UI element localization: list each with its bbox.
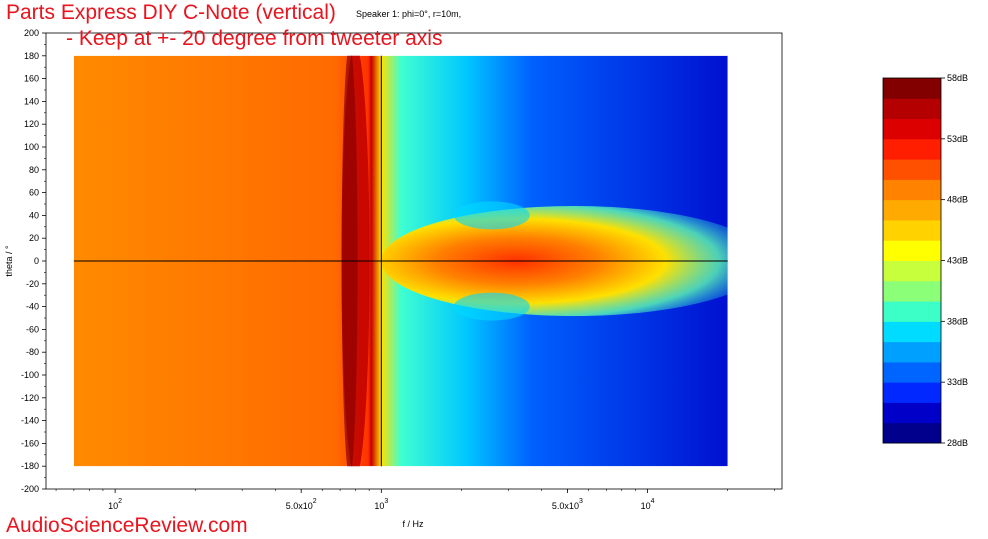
y-tick-label: 160: [24, 74, 39, 84]
y-tick-label: 140: [24, 96, 39, 106]
y-tick-label: 40: [29, 210, 39, 220]
colorbar-swatch: [883, 138, 941, 160]
colorbar-swatch: [883, 382, 941, 403]
x-tick-label: 104: [641, 498, 655, 511]
x-tick-label: 103: [374, 498, 388, 511]
x-tick-label: 102: [108, 498, 122, 511]
colorbar: 58dB 53dB 48dB 43dB 38dB 33dB 28dB: [882, 73, 968, 448]
x-axis-label: f / Hz: [402, 519, 424, 529]
colorbar-swatch: [883, 78, 941, 99]
y-tick-label: 60: [29, 188, 39, 198]
y-tick-label: 100: [24, 142, 39, 152]
x-axis: 102 5.0x102 103 5.0x103 104: [55, 489, 775, 511]
y-tick-label: 180: [24, 51, 39, 61]
y-tick-label: -100: [21, 370, 39, 380]
y-tick-label: 0: [34, 256, 39, 266]
y-tick-label: -140: [21, 416, 39, 426]
chart-title: Parts Express DIY C-Note (vertical): [6, 1, 336, 24]
x-tick-label: 5.0x103: [552, 498, 583, 511]
brand-watermark: AudioScienceReview.com: [6, 514, 248, 537]
y-tick-label: -120: [21, 393, 39, 403]
y-tick-label: -200: [21, 484, 39, 494]
colorbar-swatch: [883, 402, 941, 424]
colorbar-label: 43dB: [947, 256, 968, 266]
heatmap-offaxis-lobe: [453, 201, 530, 230]
chart-annotation: - Keep at +- 20 degree from tweeter axis: [66, 27, 443, 50]
y-tick-label: -60: [26, 324, 39, 334]
chart-subtitle: Speaker 1: phi=0°, r=10m,: [356, 9, 462, 19]
colorbar-swatch: [883, 159, 941, 180]
colorbar-swatch: [883, 361, 941, 383]
colorbar-label: 38dB: [947, 316, 968, 326]
y-tick-label: -160: [21, 438, 39, 448]
colorbar-swatch: [883, 280, 941, 302]
y-tick-label: 80: [29, 165, 39, 175]
colorbar-swatch: [883, 219, 941, 241]
colorbar-swatch: [883, 260, 941, 282]
colorbar-swatch: [883, 179, 941, 201]
y-tick-label: 20: [29, 233, 39, 243]
y-tick-label: 200: [24, 28, 39, 38]
crosshair: [73, 55, 728, 467]
colorbar-swatch: [883, 240, 941, 261]
colorbar-label: 58dB: [947, 73, 968, 83]
x-tick-label: 5.0x102: [286, 498, 317, 511]
colorbar-swatch: [883, 301, 941, 322]
y-tick-label: -180: [21, 461, 39, 471]
y-tick-label: -20: [26, 279, 39, 289]
y-tick-label: 120: [24, 119, 39, 129]
colorbar-label: 48dB: [947, 195, 968, 205]
y-tick-label: -80: [26, 347, 39, 357]
heatmap-offaxis-lobe: [453, 292, 530, 321]
colorbar-label: 28dB: [947, 438, 968, 448]
y-tick-label: -40: [26, 302, 39, 312]
colorbar-label: 33dB: [947, 377, 968, 387]
colorbar-swatch: [883, 422, 941, 444]
y-axis-label: theta / °: [4, 245, 14, 277]
colorbar-swatch: [883, 98, 941, 120]
colorbar-swatch: [883, 199, 941, 221]
colorbar-swatch: [883, 118, 941, 140]
y-axis: 200180160140120100806040200-20-40-60-80-…: [21, 28, 46, 494]
colorbar-swatch: [883, 341, 941, 363]
colorbar-label: 53dB: [947, 134, 968, 144]
colorbar-swatch: [883, 321, 941, 343]
